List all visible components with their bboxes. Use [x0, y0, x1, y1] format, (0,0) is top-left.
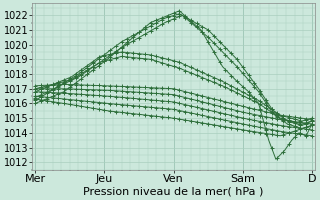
X-axis label: Pression niveau de la mer( hPa ): Pression niveau de la mer( hPa )	[84, 187, 264, 197]
